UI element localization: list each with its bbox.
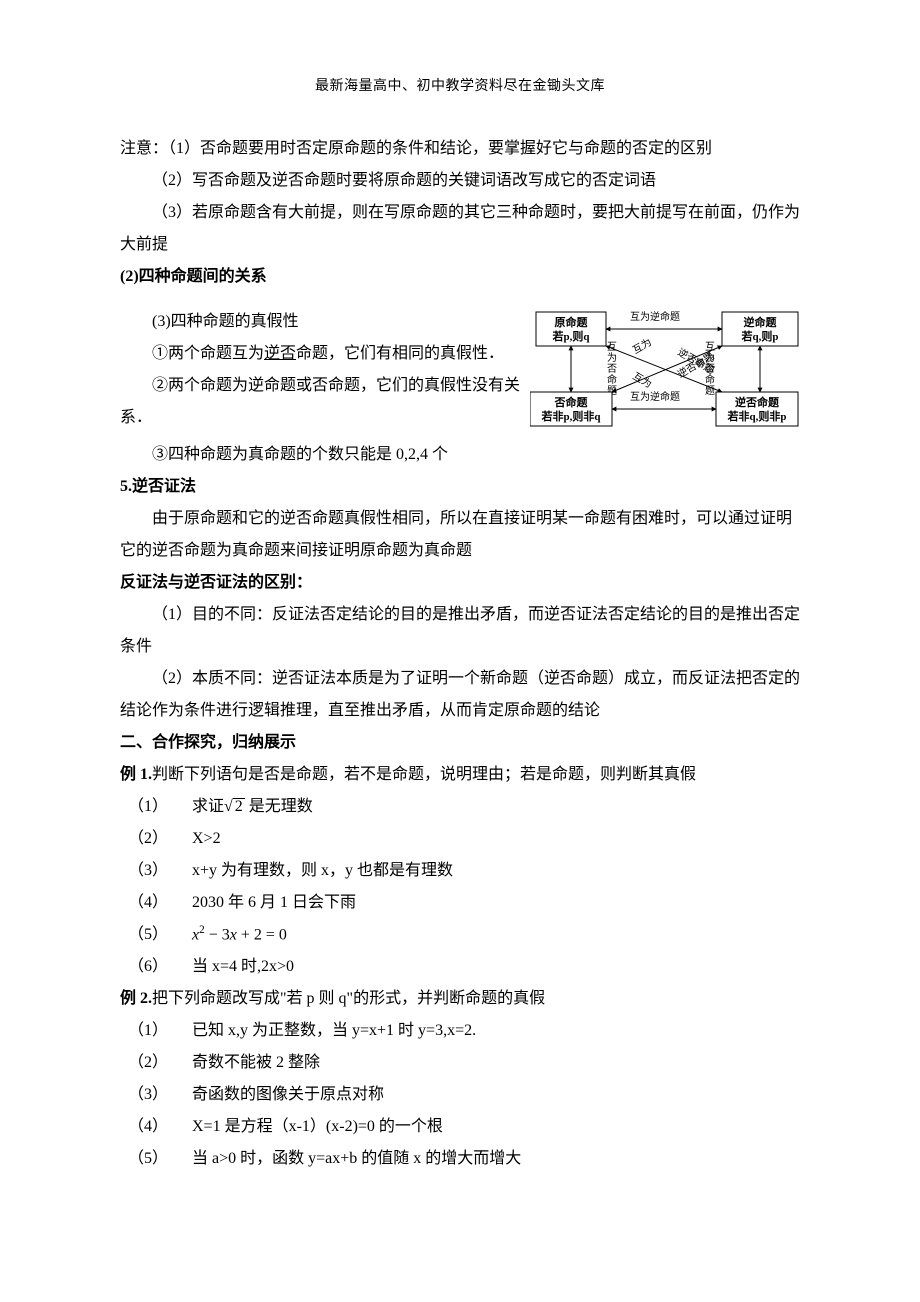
ex2-list: （1）已知 x,y 为正整数，当 y=x+1 时 y=3,x=2.（2）奇数不能… [120, 1015, 800, 1175]
four-propositions-diagram: 互为逆命题互为逆命题互为否命题互为否命题互为逆否命题互为逆否命题原命题若p,则q… [530, 308, 800, 433]
svg-text:若q,则p: 若q,则p [742, 329, 779, 343]
svg-text:题: 题 [705, 385, 715, 397]
ex1-text: 判断下列语句是否是命题，若不是命题，说明理由；若是命题，则判断其真假 [152, 766, 696, 783]
ex1-item-6: （6）当 x=4 时,2x>0 [120, 951, 800, 983]
ex2-item-3: （3）奇函数的图像关于原点对称 [120, 1079, 800, 1111]
svg-text:为: 为 [607, 352, 617, 364]
ex1-item-1: （1）求证√2 是无理数 [120, 791, 800, 823]
ex1-item-5: （5）x2 − 3x + 2 = 0 [120, 919, 800, 951]
note-2: （2）写否命题及逆否命题时要将原命题的关键词语改写成它的否定词语 [120, 165, 800, 197]
ex2-text: 把下列命题改写成"若 p 则 q"的形式，并判断命题的真假 [152, 990, 545, 1007]
svg-text:逆否命题: 逆否命题 [735, 395, 780, 409]
svg-text:否命题: 否命题 [554, 395, 589, 409]
spacer [120, 293, 800, 306]
svg-text:逆命题: 逆命题 [744, 315, 778, 329]
page-root: 最新海量高中、初中教学资料尽在金锄头文库 注意：（1）否命题要用时否定原命题的条… [0, 0, 920, 1302]
svg-text:互为: 互为 [631, 370, 654, 390]
ex1-item-3: （3）x+y 为有理数，则 x，y 也都是有理数 [120, 855, 800, 887]
p3-1b: 命题，它们有相同的真假性． [296, 345, 504, 362]
ex1-item-2: （2）X>2 [120, 823, 800, 855]
p3-1u: 逆否 [264, 345, 296, 362]
p5-body: 由于原命题和它的逆否命题真假性相同，所以在直接证明某一命题有困难时，可以通过证明… [120, 503, 800, 567]
p3-1a: ①两个命题互为 [152, 345, 264, 362]
example-2: 例 2.把下列命题改写成"若 p 则 q"的形式，并判断命题的真假 [120, 983, 800, 1015]
ex2-item-4: （4）X=1 是方程（x-1）(x-2)=0 的一个根 [120, 1111, 800, 1143]
section-two: 二、合作探究，归纳展示 [120, 727, 800, 759]
ex1-label: 例 1. [120, 766, 152, 783]
p3-line3: ③四种命题为真命题的个数只能是 0,2,4 个 [120, 439, 800, 471]
ex2-label: 例 2. [120, 990, 152, 1007]
fz-heading: 反证法与逆否证法的区别： [120, 567, 800, 599]
svg-text:命: 命 [607, 373, 617, 386]
svg-text:互: 互 [607, 341, 617, 353]
ex2-item-5: （5）当 a>0 时，函数 y=ax+b 的值随 x 的增大而增大 [120, 1143, 800, 1175]
page-header: 最新海量高中、初中教学资料尽在金锄头文库 [120, 75, 800, 95]
svg-text:若非p,则非q: 若非p,则非q [542, 409, 602, 423]
svg-text:若p,则q: 若p,则q [553, 329, 591, 343]
svg-text:互为: 互为 [631, 336, 654, 356]
fz-1: （1）目的不同：反证法否定结论的目的是推出矛盾，而逆否证法否定结论的目的是推出否… [120, 599, 800, 663]
svg-text:互为逆命题: 互为逆命题 [630, 310, 680, 323]
ex2-item-1: （1）已知 x,y 为正整数，当 y=x+1 时 y=3,x=2. [120, 1015, 800, 1047]
note-1: 注意：（1）否命题要用时否定原命题的条件和结论，要掌握好它与命题的否定的区别 [120, 133, 800, 165]
section-2: (2)四种命题间的关系 [120, 261, 800, 293]
svg-text:否: 否 [607, 363, 617, 375]
ex2-item-2: （2）奇数不能被 2 整除 [120, 1047, 800, 1079]
example-1: 例 1.判断下列语句是否是命题，若不是命题，说明理由；若是命题，则判断其真假 [120, 759, 800, 791]
note-3: （3）若原命题含有大前提，则在写原命题的其它三种命题时，要把大前提写在前面，仍作… [120, 197, 800, 261]
ex1-item-4: （4）2030 年 6 月 1 日会下雨 [120, 887, 800, 919]
fz-2: （2）本质不同：逆否证法本质是为了证明一个新命题（逆否命题）成立，而反证法把否定… [120, 663, 800, 727]
section-5: 5.逆否证法 [120, 471, 800, 503]
svg-text:原命题: 原命题 [555, 315, 589, 329]
svg-text:互为逆命题: 互为逆命题 [630, 390, 680, 403]
svg-text:若非q,则非p: 若非q,则非p [728, 409, 787, 423]
